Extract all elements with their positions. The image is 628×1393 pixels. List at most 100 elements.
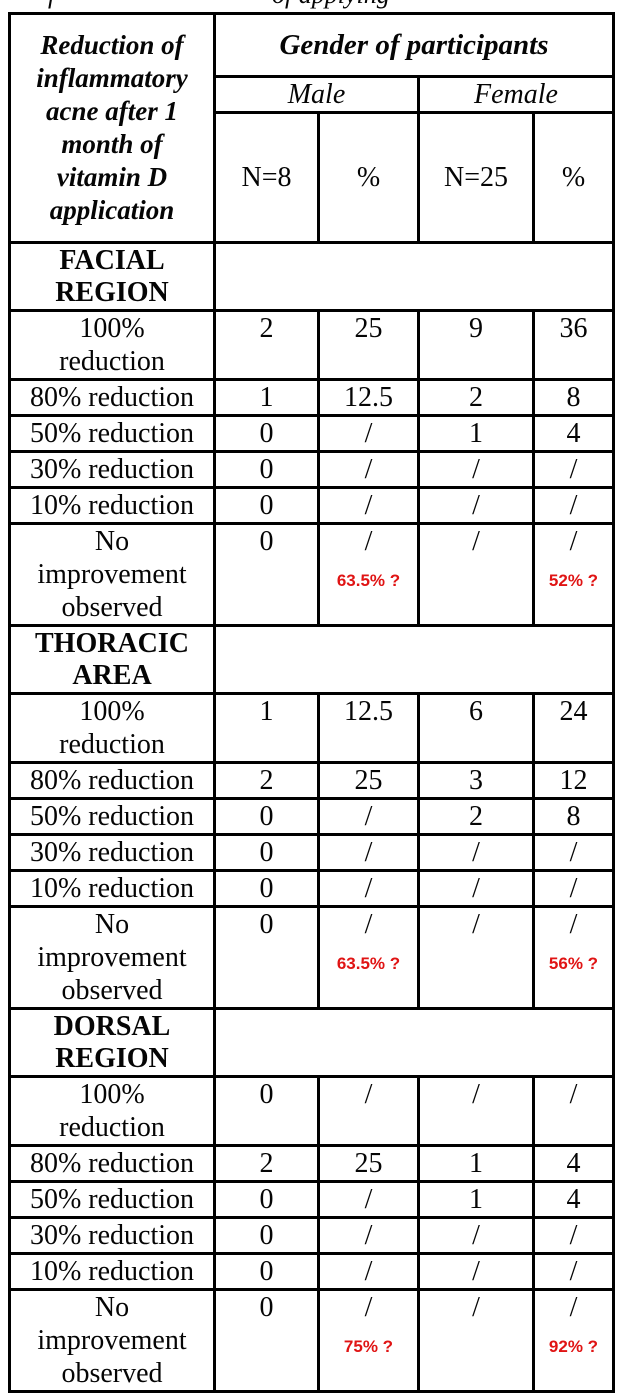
data-cell: / [532, 869, 615, 908]
data-cell: / [532, 833, 615, 872]
cell-value: 0 [259, 1184, 274, 1215]
male-column-header: Male [213, 75, 420, 114]
table-row: No improvement observed 0 / 63.5% ? / / 52% ? [8, 522, 615, 627]
row-label: 50% reduction [8, 1180, 216, 1219]
cell-value: 12.5 [344, 696, 393, 728]
cell-value: / [364, 1184, 373, 1215]
data-cell: / [417, 905, 535, 1010]
table-row: No improvement observed 0 / 63.5% ? / / 56% ? [8, 905, 615, 1010]
row-label: 50% reduction [8, 414, 216, 453]
table-row: 50% reduction 0 / 1 4 [8, 414, 615, 453]
female-n-header: N=25 [417, 111, 535, 244]
annotation-red-percentage: 92% ? [548, 1337, 599, 1356]
table-row: 100% reduction 2 25 9 36 [8, 309, 615, 381]
cell-value: 0 [259, 1292, 274, 1324]
data-cell: 1 [417, 1144, 535, 1183]
data-cell: / [532, 1252, 615, 1291]
data-cell: 2 [213, 1144, 320, 1183]
data-cell: / [532, 1216, 615, 1255]
row-label: 30% reduction [8, 450, 216, 489]
data-cell: 12.5 [317, 378, 420, 417]
cell-value: / [364, 526, 373, 558]
cell-value: / [569, 837, 578, 868]
cell-value: 25 [354, 313, 383, 345]
data-cell: 0 [213, 869, 320, 908]
cell-value: 4 [566, 1148, 581, 1179]
data-cell: 4 [532, 414, 615, 453]
section-header: FACIAL REGION [8, 241, 216, 312]
section-row: FACIAL REGION [8, 241, 615, 312]
cell-value: 36 [559, 313, 588, 345]
data-cell: / 56% ? [532, 905, 615, 1010]
table-row: 10% reduction 0 / / / [8, 1252, 615, 1291]
data-cell: / 75% ? [317, 1288, 420, 1393]
table-row: 80% reduction 2 25 3 12 [8, 761, 615, 800]
cell-value: 2 [259, 1148, 274, 1179]
data-cell: 1 [213, 378, 320, 417]
data-cell: 25 [317, 761, 420, 800]
annotation-red-percentage: 56% ? [548, 954, 599, 973]
male-percent-header: % [317, 111, 420, 244]
table-row: 30% reduction 0 / / / [8, 1216, 615, 1255]
cell-value: 4 [566, 418, 581, 449]
section-spacer-cell [213, 1007, 615, 1078]
cell-value: 2 [469, 382, 483, 413]
annotation-red-percentage: 63.5% ? [336, 954, 401, 973]
row-label: 100% reduction [8, 309, 216, 381]
data-cell: 9 [417, 309, 535, 381]
row-label: 10% reduction [8, 1252, 216, 1291]
data-cell: 1 [213, 692, 320, 764]
data-cell: 0 [213, 1288, 320, 1393]
cell-value: / [472, 490, 480, 521]
cell-value: / [364, 454, 373, 485]
cell-value: 2 [469, 801, 483, 832]
data-cell: 3 [417, 761, 535, 800]
cell-value: / [472, 873, 480, 904]
data-cell: 2 [417, 797, 535, 836]
data-cell: 12.5 [317, 692, 420, 764]
table-row: No improvement observed 0 / 75% ? / / 92% ? [8, 1288, 615, 1393]
data-cell: / [417, 869, 535, 908]
data-cell: 2 [417, 378, 535, 417]
cell-value: / [472, 1079, 480, 1111]
female-column-header: Female [417, 75, 615, 114]
data-cell: / [417, 1075, 535, 1147]
cell-value: 1 [469, 418, 483, 449]
cell-value: 25 [354, 1148, 383, 1179]
cell-value: 3 [469, 765, 483, 796]
section-header: THORACIC AREA [8, 624, 216, 695]
cell-value: / [364, 418, 373, 449]
cell-value: / [472, 909, 480, 941]
table-row: 100% reduction 1 12.5 6 24 [8, 692, 615, 764]
row-label: 10% reduction [8, 869, 216, 908]
cell-value: / [472, 1292, 480, 1324]
cell-value: / [364, 837, 373, 868]
cell-value: 0 [259, 1220, 274, 1251]
data-cell: / [317, 869, 420, 908]
row-label: No improvement observed [8, 522, 216, 627]
cell-value: 0 [259, 909, 274, 941]
cell-value: / [569, 1256, 578, 1287]
row-label: 80% reduction [8, 378, 216, 417]
cell-value: / [364, 1292, 373, 1324]
cell-value: 2 [259, 765, 274, 796]
data-cell: 2 [213, 309, 320, 381]
data-cell: 36 [532, 309, 615, 381]
row-label: 100% reduction [8, 1075, 216, 1147]
data-cell: / [417, 1288, 535, 1393]
row-label: 80% reduction [8, 761, 216, 800]
table-row: 80% reduction 1 12.5 2 8 [8, 378, 615, 417]
cell-value: 1 [469, 1148, 483, 1179]
data-cell: 1 [417, 1180, 535, 1219]
row-label: 100% reduction [8, 692, 216, 764]
cell-value: 0 [259, 873, 274, 904]
cell-value: / [569, 873, 578, 904]
data-cell: 0 [213, 1216, 320, 1255]
cell-value: 0 [259, 526, 274, 558]
cell-value: / [472, 526, 480, 558]
cell-value: / [569, 1292, 578, 1324]
data-cell: 4 [532, 1180, 615, 1219]
data-cell: / [417, 522, 535, 627]
data-cell: / [317, 1180, 420, 1219]
data-cell: 0 [213, 833, 320, 872]
